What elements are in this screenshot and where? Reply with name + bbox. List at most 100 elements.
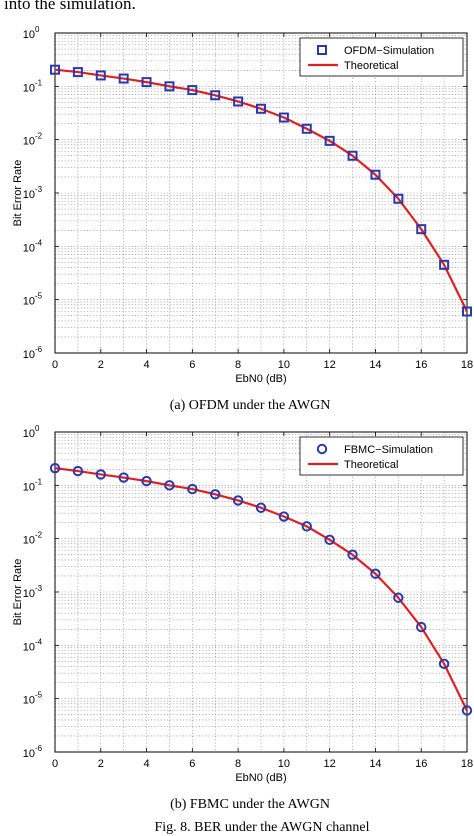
data-point: [324, 135, 335, 146]
legend-label-theoretical: Theoretical: [344, 60, 398, 72]
data-point: [118, 73, 129, 84]
y-tick-label: 10 0: [23, 424, 40, 440]
legend-label-simulation: FBMC−Simulation: [344, 444, 433, 456]
y-axis-label: Bit Error Rate: [12, 559, 24, 626]
y-tick-base: 10: [23, 189, 35, 201]
y-tick-label: 10 -6: [23, 345, 43, 361]
x-tick-label: 0: [52, 758, 58, 770]
x-tick-label: 2: [98, 359, 104, 371]
data-point: [49, 462, 61, 474]
y-tick-label: 10 -4: [23, 637, 43, 653]
y-tick-label: 10 0: [23, 25, 40, 41]
legend-marker-simulation: [317, 45, 327, 55]
y-tick-base: 10: [23, 641, 35, 653]
y-tick-base: 10: [23, 481, 35, 493]
y-tick-label: 10 -3: [23, 185, 43, 201]
legend: OFDM−Simulation Theoretical: [299, 37, 464, 77]
data-point: [141, 77, 152, 88]
legend-box: [299, 37, 464, 77]
x-axis-label: EbN0 (dB): [235, 772, 286, 784]
y-tick-base: 10: [23, 535, 35, 547]
series-theoretical-line: [54, 68, 468, 312]
data-point: [347, 549, 358, 560]
legend-marker-simulation: [316, 443, 328, 455]
y-tick-exponent: -1: [35, 477, 43, 486]
x-tick-label: 6: [189, 359, 195, 371]
y-tick-exponent: -1: [35, 78, 43, 87]
data-point: [278, 112, 289, 123]
data-point: [187, 85, 198, 96]
y-tick-exponent: -6: [35, 345, 43, 354]
legend-box: [299, 436, 464, 476]
data-point: [118, 472, 129, 483]
x-tick-label: 2: [98, 758, 104, 770]
y-tick-label: 10 -2: [23, 132, 43, 148]
y-tick-base: 10: [23, 748, 35, 760]
data-point: [210, 90, 221, 101]
y-tick-base: 10: [23, 29, 35, 41]
x-tick-label: 12: [324, 359, 336, 371]
x-tick-label: 16: [415, 758, 427, 770]
data-point: [50, 64, 60, 75]
data-point: [301, 123, 312, 134]
data-point: [255, 502, 267, 513]
y-tick-label: 10 -1: [23, 78, 43, 94]
header-text-fragment: into the simulation.: [4, 0, 136, 13]
x-tick-label: 16: [415, 359, 427, 371]
series-simulation: [50, 64, 472, 317]
data-point: [164, 81, 175, 92]
y-tick-label: 10 -6: [23, 744, 43, 760]
x-tick-label: 18: [461, 758, 473, 770]
data-point: [370, 568, 381, 579]
data-point: [416, 224, 427, 235]
data-point: [347, 150, 358, 161]
data-point: [210, 489, 221, 500]
series-theoretical-line: [54, 467, 468, 711]
y-tick-exponent: -2: [35, 132, 43, 141]
data-point: [233, 96, 244, 107]
data-point: [301, 521, 312, 532]
y-tick-base: 10: [23, 82, 35, 94]
data-point: [438, 658, 450, 670]
grid: [55, 432, 467, 752]
y-tick-exponent: -5: [35, 691, 43, 700]
series-simulation: [49, 462, 473, 716]
x-tick-label: 10: [278, 758, 290, 770]
data-point: [95, 469, 106, 480]
x-tick-label: 4: [143, 359, 149, 371]
x-tick-label: 8: [235, 758, 241, 770]
y-tick-label: 10 -5: [23, 292, 43, 308]
x-tick-label: 12: [324, 758, 336, 770]
data-point: [187, 483, 198, 495]
y-tick-exponent: -3: [35, 584, 43, 593]
y-tick-exponent: -4: [35, 238, 43, 247]
legend-label-simulation: OFDM−Simulation: [344, 45, 434, 57]
data-point: [439, 259, 450, 270]
y-tick-exponent: -2: [35, 531, 43, 540]
data-point: [324, 534, 335, 546]
y-tick-base: 10: [23, 588, 35, 600]
y-tick-base: 10: [23, 296, 35, 308]
x-tick-label: 8: [235, 359, 241, 371]
caption-b: (b) FBMC under the AWGN: [170, 797, 330, 812]
data-point: [278, 511, 290, 522]
y-tick-base: 10: [23, 428, 35, 440]
data-point: [416, 621, 427, 633]
x-tick-label: 0: [52, 359, 58, 371]
y-tick-base: 10: [23, 242, 35, 254]
data-point: [72, 465, 84, 477]
data-point: [393, 592, 404, 603]
caption-a: (a) OFDM under the AWGN: [170, 398, 331, 413]
y-axis-label: Bit Error Rate: [12, 160, 24, 227]
x-axis-label: EbN0 (dB): [235, 373, 286, 385]
x-tick-label: 18: [461, 359, 473, 371]
y-tick-base: 10: [23, 349, 35, 361]
y-tick-exponent: 0: [35, 424, 40, 433]
y-tick-base: 10: [23, 695, 35, 707]
data-point: [232, 495, 244, 506]
data-point: [164, 480, 175, 491]
legend: FBMC−Simulation Theoretical: [299, 436, 464, 476]
y-tick-exponent: 0: [35, 25, 40, 34]
